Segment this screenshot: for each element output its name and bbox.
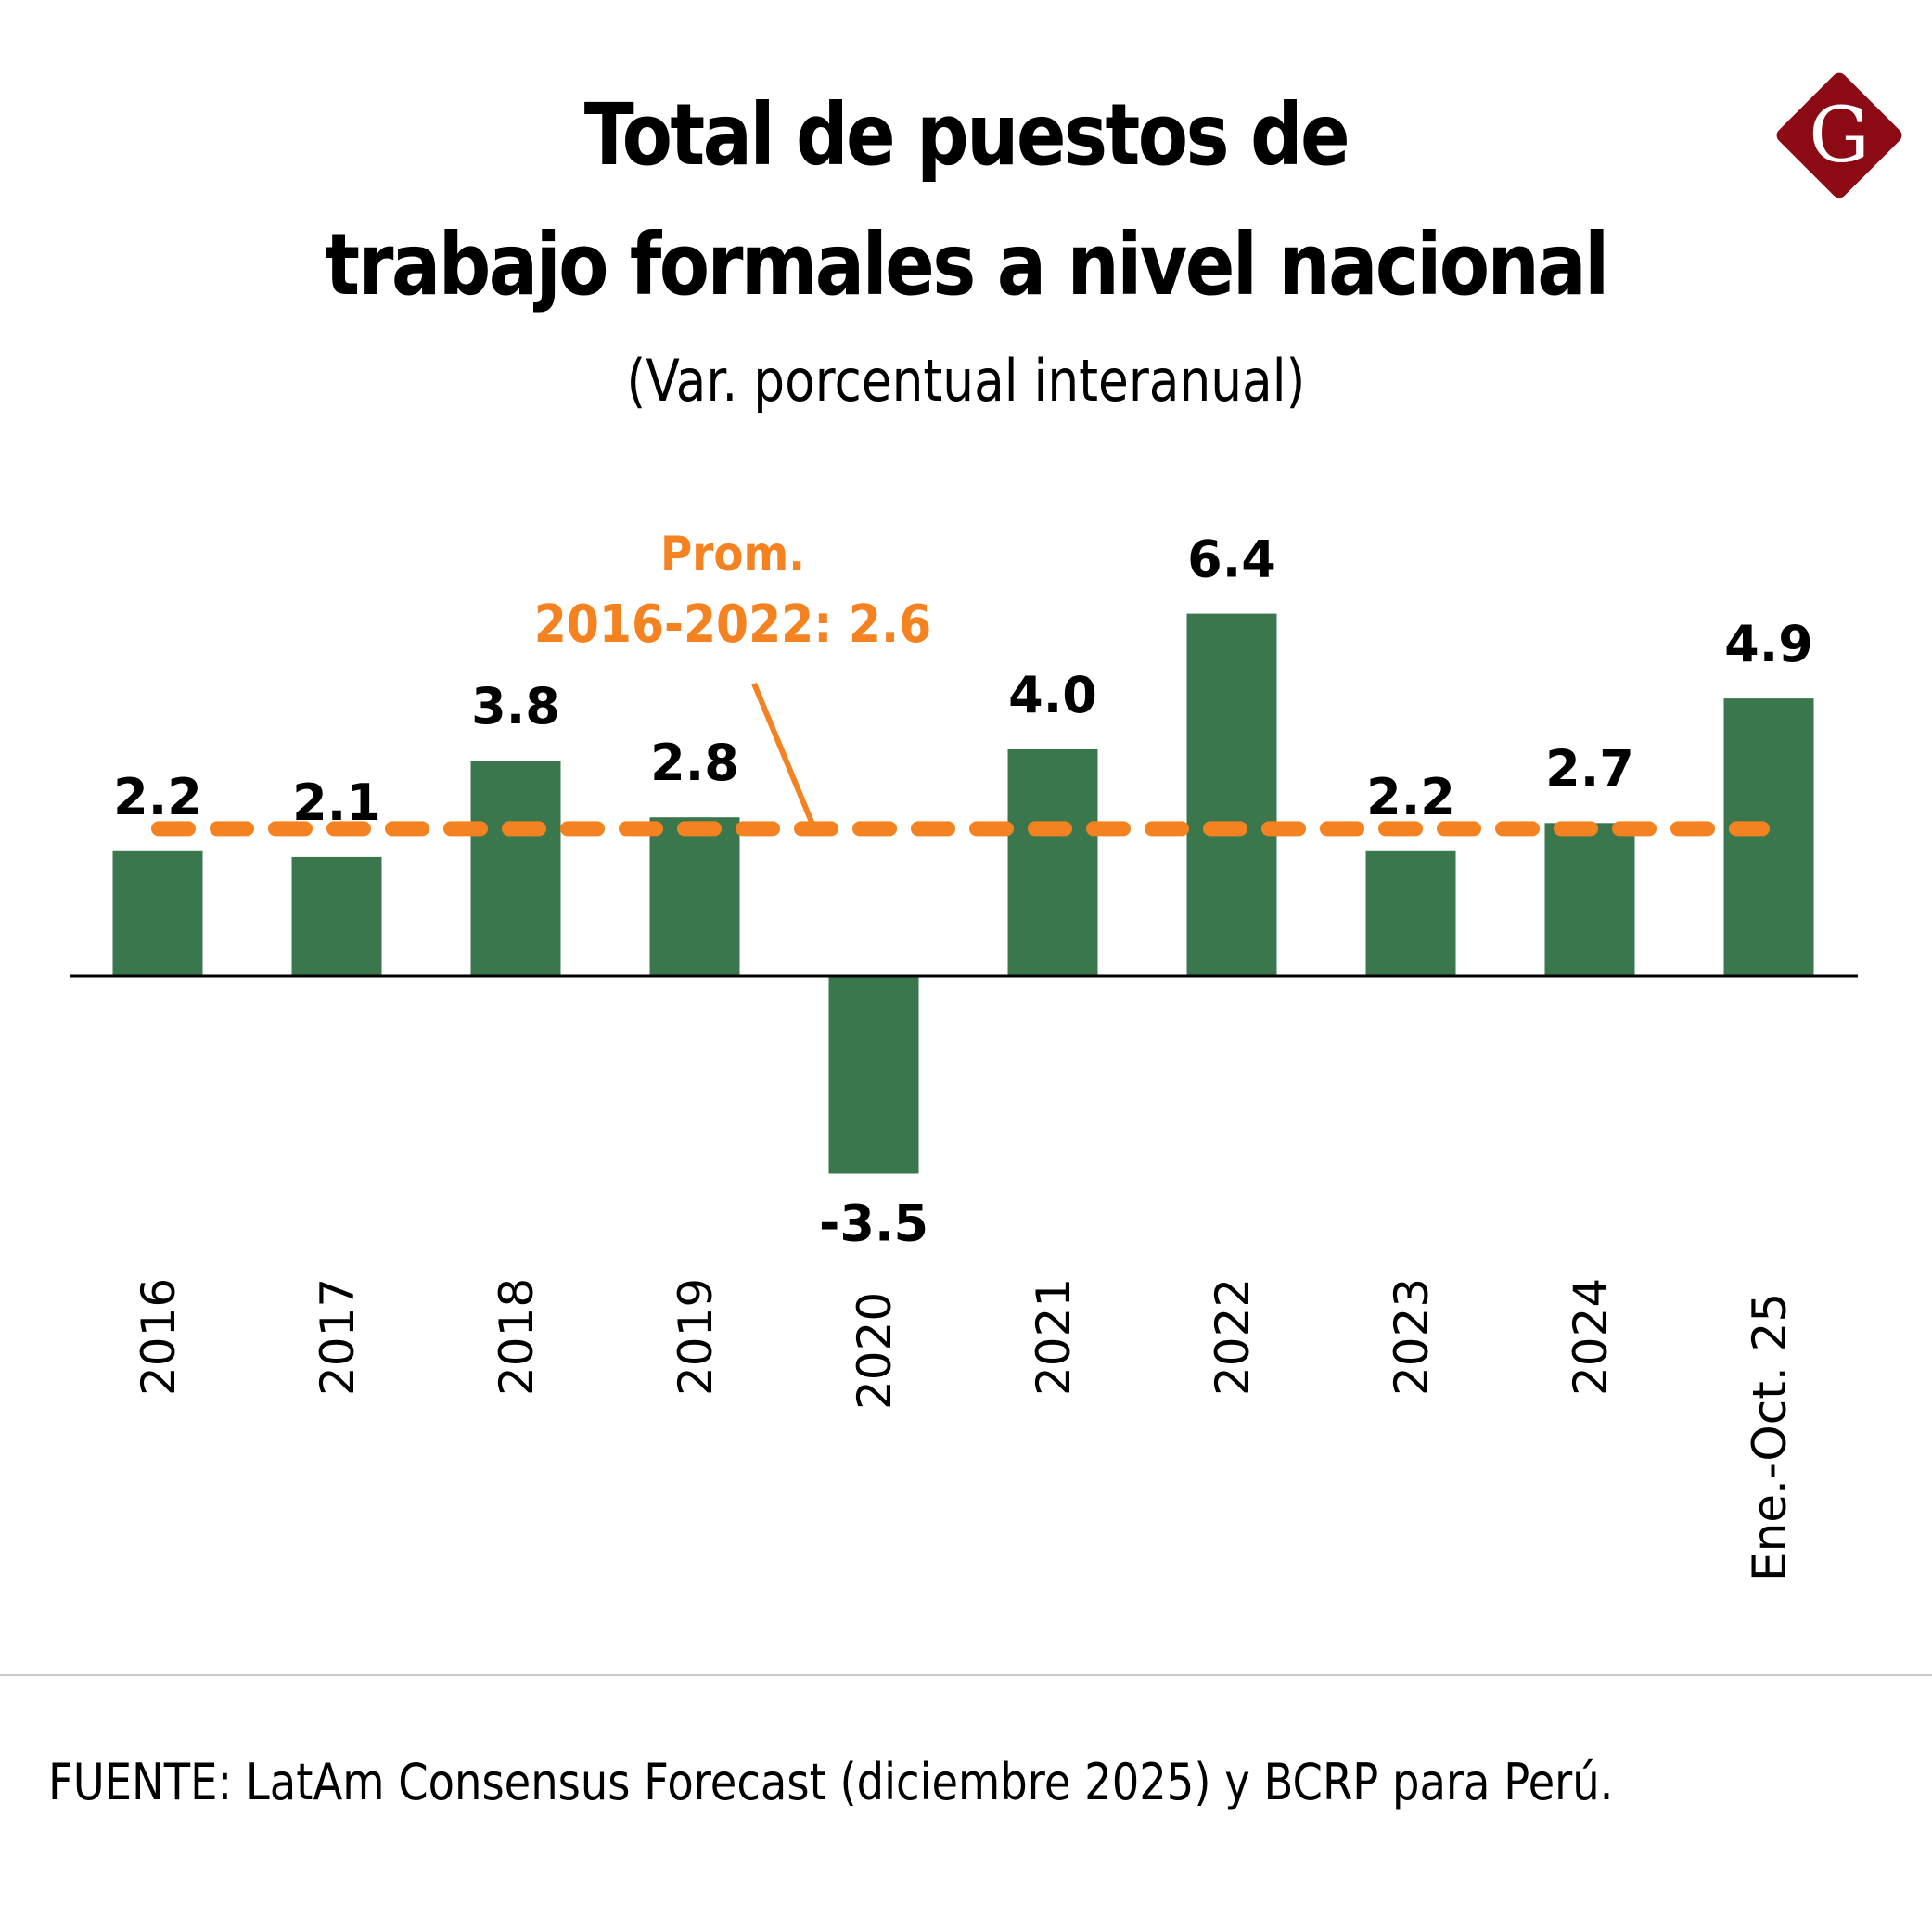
value-label: 3.8 xyxy=(471,677,560,735)
average-label-line-1: Prom. xyxy=(660,526,805,582)
category-labels-layer: 2016 2017 2018 2019 2020 2021 2022 2023 2024 Ene.… xyxy=(132,1278,1797,1581)
source-note: FUENTE: LatAm Consensus Forecast (diciem… xyxy=(48,1753,1614,1811)
bar-2019 xyxy=(649,817,740,976)
footer-divider xyxy=(0,1674,1932,1676)
bar-2018 xyxy=(470,761,561,976)
value-label: 6.4 xyxy=(1187,531,1276,589)
bars-layer xyxy=(112,613,1814,1174)
logo-diamond xyxy=(1776,72,1902,198)
category-label: 2018 xyxy=(490,1278,544,1396)
category-label: 2020 xyxy=(848,1292,902,1410)
bar-2021 xyxy=(1007,749,1098,976)
bar-2023 xyxy=(1365,850,1456,976)
category-label: 2024 xyxy=(1564,1278,1618,1396)
chart-title-line-1: Total de puestos de xyxy=(583,85,1350,185)
category-label: 2016 xyxy=(132,1278,186,1396)
chart-title-line-2: trabajo formales a nivel nacional xyxy=(325,215,1609,314)
value-label: 4.0 xyxy=(1008,666,1097,724)
category-label: 2022 xyxy=(1206,1278,1260,1396)
bar-chart: Prom. 2016-2022: 2.6 2.2 2.1 3.8 2.8 -3.5 4.0… xyxy=(70,526,1858,1581)
category-label: 2023 xyxy=(1385,1278,1439,1396)
value-label: 2.2 xyxy=(1366,768,1455,826)
category-label: 2021 xyxy=(1027,1278,1081,1396)
value-label: 2.1 xyxy=(292,774,381,832)
bar-2017 xyxy=(291,856,382,976)
value-label: 4.9 xyxy=(1724,615,1813,673)
value-label: -3.5 xyxy=(819,1195,928,1253)
value-label: 2.7 xyxy=(1545,739,1634,798)
bar-2020 xyxy=(828,976,919,1174)
logo-letter: G xyxy=(1809,92,1870,180)
chart-subtitle: (Var. porcentual interanual) xyxy=(626,347,1306,415)
bar-2016 xyxy=(112,850,203,976)
value-label: 2.2 xyxy=(113,768,202,826)
category-label: Ene.-Oct. 25 xyxy=(1743,1293,1797,1581)
bar-ene-oct-25 xyxy=(1723,698,1814,976)
bar-2022 xyxy=(1186,613,1277,976)
average-label-line-2: 2016-2022: 2.6 xyxy=(534,594,931,654)
value-label: 2.8 xyxy=(650,734,739,792)
value-labels-layer: 2.2 2.1 3.8 2.8 -3.5 4.0 6.4 2.2 2.7 4.9 xyxy=(113,531,1813,1253)
diamond-g-logo-icon: G xyxy=(1776,72,1902,198)
category-label: 2019 xyxy=(669,1278,723,1396)
category-label: 2017 xyxy=(311,1278,365,1396)
average-label-leader-line xyxy=(751,682,817,830)
bar-2024 xyxy=(1544,823,1635,976)
